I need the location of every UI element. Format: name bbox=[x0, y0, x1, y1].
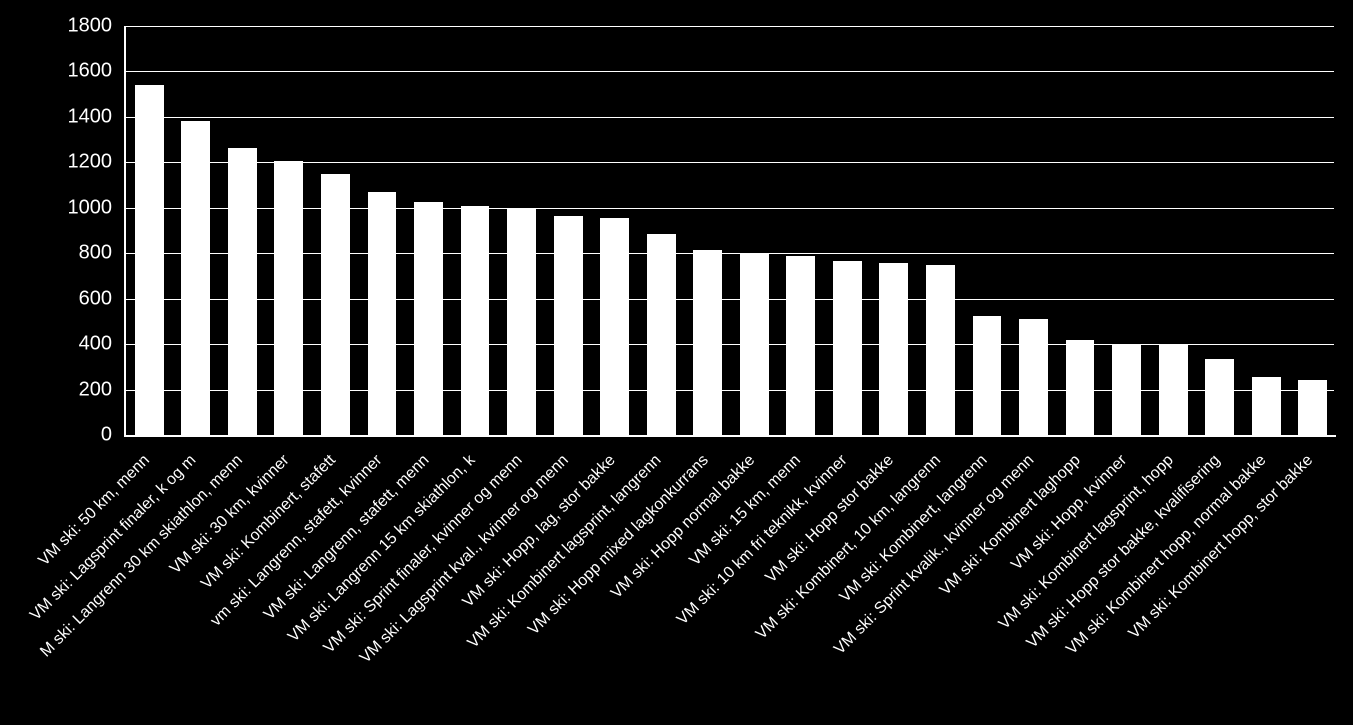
bar bbox=[1252, 377, 1281, 435]
bar-chart: 0 200 400 600 800 1000 1200 1400 1600 1800 VM ski… bbox=[0, 0, 1353, 725]
bar bbox=[1066, 340, 1095, 435]
y-tick-label: 1800 bbox=[0, 15, 112, 38]
y-tick-label: 600 bbox=[0, 287, 112, 310]
bar bbox=[554, 216, 583, 435]
y-tick-label: 1600 bbox=[0, 60, 112, 83]
x-tick-label: vm ski: Langrenn, stafett, kvinner bbox=[208, 452, 387, 631]
bar bbox=[1205, 359, 1234, 435]
bar bbox=[507, 208, 536, 435]
y-tick-label: 400 bbox=[0, 333, 112, 356]
bar bbox=[1019, 319, 1048, 435]
gridline bbox=[124, 162, 1334, 163]
y-tick-label: 0 bbox=[0, 424, 112, 447]
gridline bbox=[124, 208, 1334, 209]
bar bbox=[600, 218, 629, 435]
bar bbox=[879, 263, 908, 435]
y-tick-label: 200 bbox=[0, 378, 112, 401]
x-tick-label: M ski: Langrenn 30 km skiathlon, menn bbox=[37, 452, 247, 662]
y-tick-label: 800 bbox=[0, 242, 112, 265]
gridline bbox=[124, 253, 1334, 254]
bars-container bbox=[126, 26, 1336, 435]
bar bbox=[786, 256, 815, 436]
bar bbox=[135, 85, 164, 435]
bar bbox=[368, 192, 397, 435]
y-tick-label: 1200 bbox=[0, 151, 112, 174]
bar bbox=[414, 202, 443, 435]
y-tick-label: 1400 bbox=[0, 105, 112, 128]
bar bbox=[228, 148, 257, 435]
bar bbox=[693, 250, 722, 435]
x-tick-label: VM ski: 10 km fri teknikk, kvinner bbox=[674, 452, 851, 629]
bar bbox=[926, 265, 955, 435]
bar bbox=[461, 206, 490, 435]
bar bbox=[973, 316, 1002, 435]
bar bbox=[321, 174, 350, 435]
gridline bbox=[124, 71, 1334, 72]
gridline bbox=[124, 299, 1334, 300]
bar bbox=[181, 121, 210, 435]
gridline bbox=[124, 26, 1334, 27]
bar bbox=[833, 261, 862, 435]
gridline bbox=[124, 344, 1334, 345]
gridline bbox=[124, 390, 1334, 391]
y-tick-label: 1000 bbox=[0, 196, 112, 219]
plot-area bbox=[124, 26, 1336, 437]
bar bbox=[647, 234, 676, 435]
gridline bbox=[124, 117, 1334, 118]
